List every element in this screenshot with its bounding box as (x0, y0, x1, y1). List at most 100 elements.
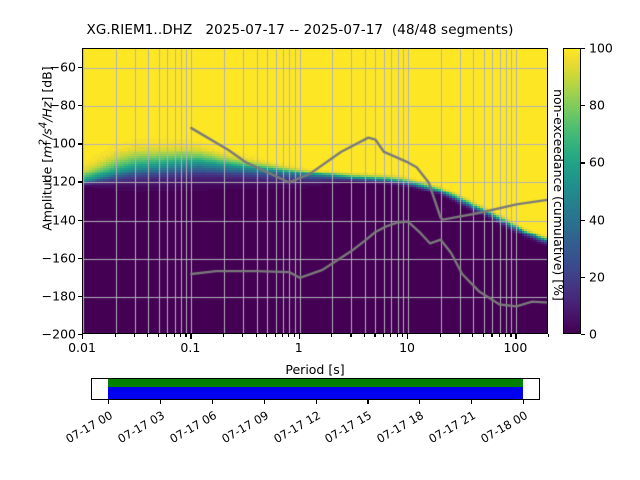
x-tick-label: 100 (503, 340, 528, 355)
colorbar-tickmark (581, 334, 585, 336)
colorbar-tick-label: 40 (589, 212, 605, 228)
y-tickmark (78, 334, 82, 336)
y-tick-label: −100 (41, 135, 76, 151)
timeline-tickmark (367, 400, 369, 404)
y-tick-label: −60 (49, 59, 76, 75)
timeline-tickmark (522, 400, 525, 404)
x-minor-tickmark (185, 334, 187, 337)
colorbar-tickmark (581, 219, 585, 221)
x-major-tickmark (82, 334, 84, 339)
timeline-tick-label: 07-17 15 (322, 408, 375, 446)
y-tick-label: −180 (41, 288, 76, 304)
x-minor-tickmark (266, 334, 268, 337)
colorbar-gradient (564, 49, 580, 333)
x-minor-tickmark (293, 334, 295, 337)
x-minor-tickmark (383, 334, 385, 337)
y-tickmark (78, 181, 82, 183)
colorbar (563, 48, 581, 334)
x-minor-tickmark (288, 334, 290, 337)
x-major-tickmark (515, 334, 517, 339)
timeline-tickmark (471, 400, 473, 404)
timeline-tick-label: 07-17 18 (374, 408, 427, 446)
coverage-segments-bar (108, 379, 524, 387)
x-minor-tickmark (491, 334, 493, 337)
timeline-tick-label: 07-17 00 (63, 408, 116, 446)
colorbar-title: non-exceedance (cumulative) [%] (551, 89, 566, 301)
colorbar-tick-label: 0 (589, 326, 597, 342)
colorbar-tickmark (581, 48, 585, 50)
x-tick-label: 10 (399, 340, 415, 355)
y-tick-label: −80 (49, 97, 76, 113)
x-minor-tickmark (374, 334, 376, 337)
x-major-tickmark (298, 334, 300, 339)
timeline-tick-label: 07-17 03 (115, 408, 167, 446)
timeline-tick-label: 07-17 21 (426, 408, 479, 446)
y-tick-label: −160 (41, 250, 76, 266)
y-tickmark (78, 295, 82, 298)
timeline-tick-label: 07-17 06 (166, 408, 219, 446)
x-minor-tickmark (396, 334, 398, 337)
y-tickmark (78, 219, 82, 221)
x-minor-tickmark (179, 334, 182, 337)
y-axis-ticklabels: −60 −80 −100 −120 −140 −160 −180 −200 (0, 0, 76, 480)
x-minor-tickmark (350, 334, 352, 337)
coverage-span-bar (108, 387, 524, 399)
x-tick-label: 0.1 (180, 340, 201, 355)
x-minor-tickmark (274, 334, 276, 337)
y-axis-title-text: Amplitude [m2/s4/Hz] [dB] (37, 66, 55, 231)
x-major-tickmark (407, 334, 409, 339)
colorbar-tick-label: 20 (589, 269, 605, 285)
x-minor-tickmark (363, 334, 366, 337)
timeline-tickmark (159, 400, 162, 404)
timeline-tick-label: 07-17 12 (270, 408, 323, 446)
x-minor-tickmark (439, 334, 441, 337)
x-minor-tickmark (458, 334, 460, 337)
y-tick-label: −200 (41, 326, 76, 342)
colorbar-tickmark (581, 105, 585, 107)
x-minor-tickmark (498, 334, 500, 337)
x-minor-tickmark (510, 334, 512, 337)
y-axis-title: Amplitude [m2/s4/Hz] [dB] (37, 0, 54, 299)
y-tick-label: −140 (41, 212, 76, 228)
x-minor-tickmark (331, 334, 333, 337)
y-tickmark (78, 143, 82, 145)
colorbar-tick-label: 80 (589, 97, 605, 113)
y-tickmark (78, 67, 82, 69)
data-coverage-timeline (91, 378, 540, 400)
timeline-tickmark (315, 400, 317, 404)
x-minor-tickmark (157, 334, 159, 337)
x-minor-tickmark (147, 334, 149, 337)
timeline-tickmark (211, 400, 213, 404)
x-minor-tickmark (242, 334, 244, 337)
x-major-tickmark (190, 334, 192, 339)
colorbar-tickmark (581, 162, 585, 164)
x-tick-label: 1 (294, 340, 303, 355)
timeline-tickmark (263, 400, 265, 404)
x-minor-tickmark (482, 334, 484, 337)
x-minor-tickmark (472, 334, 474, 337)
x-minor-tickmark (548, 334, 550, 337)
x-minor-tickmark (166, 334, 168, 337)
colorbar-tick-label: 60 (589, 154, 605, 170)
x-minor-tickmark (173, 334, 175, 337)
x-minor-tickmark (133, 334, 135, 337)
x-minor-tickmark (255, 334, 257, 337)
y-tickmark (78, 257, 82, 259)
timeline-tickmark (108, 400, 110, 404)
timeline-tickmark (419, 400, 421, 404)
x-tick-label: 0.01 (68, 340, 96, 355)
colorbar-ticklabels: 0 20 40 60 80 100 (583, 40, 623, 342)
colorbar-tickmark (581, 276, 585, 278)
colorbar-tick-label: 100 (589, 40, 613, 56)
page-title: XG.RIEM1..DHZ 2025-07-17 -- 2025-07-17 (… (86, 22, 514, 38)
x-minor-tickmark (390, 334, 392, 337)
y-tick-label: −120 (41, 173, 76, 189)
x-minor-tickmark (222, 334, 225, 337)
timeline-tick-label: 07-17 09 (218, 408, 271, 446)
noise-model-curves (83, 49, 547, 333)
x-minor-tickmark (114, 334, 116, 337)
x-minor-tickmark (402, 334, 404, 337)
x-axis-ticklabels: 0.01 0.1 1 10 100 (0, 340, 640, 360)
y-tickmark (78, 105, 82, 107)
